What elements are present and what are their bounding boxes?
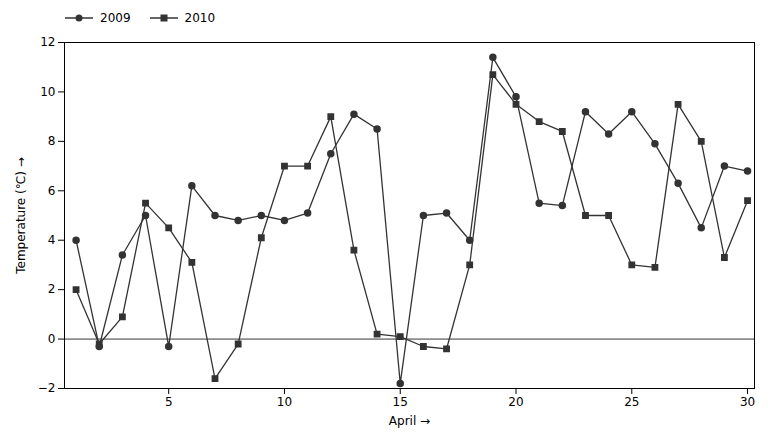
svg-text:10: 10 <box>277 395 292 409</box>
svg-text:20: 20 <box>508 395 523 409</box>
svg-text:25: 25 <box>624 395 639 409</box>
svg-text:April →: April → <box>389 414 430 428</box>
svg-text:12: 12 <box>40 35 55 49</box>
svg-text:6: 6 <box>48 184 56 198</box>
svg-text:10: 10 <box>40 85 55 99</box>
svg-text:−2: −2 <box>38 381 56 395</box>
svg-text:2: 2 <box>48 282 56 296</box>
svg-text:4: 4 <box>48 233 56 247</box>
svg-text:0: 0 <box>48 332 56 346</box>
svg-text:15: 15 <box>393 395 408 409</box>
svg-text:5: 5 <box>165 395 173 409</box>
svg-text:Temperature (℃) →: Temperature (℃) → <box>14 157 28 275</box>
svg-text:8: 8 <box>48 134 56 148</box>
svg-text:30: 30 <box>740 395 755 409</box>
html-text:2010: 2010 <box>184 11 216 25</box>
html-text:2009: 2009 <box>100 11 131 25</box>
